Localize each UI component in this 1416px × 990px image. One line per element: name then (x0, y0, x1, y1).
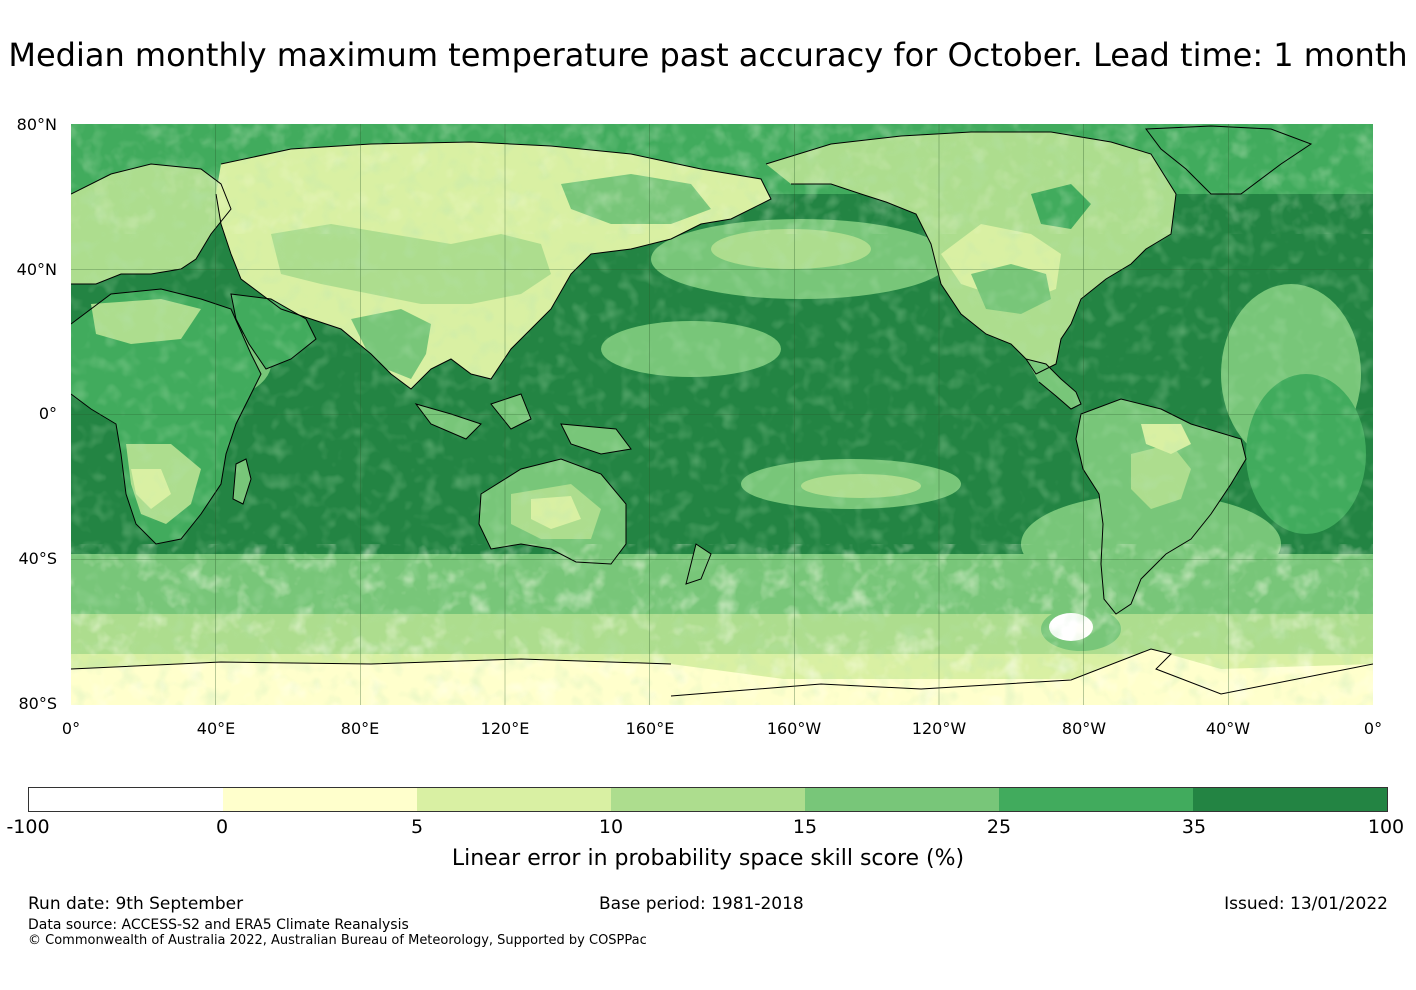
lat-label-40n: 40°N (16, 260, 57, 279)
colorbar-segment-35-100 (1193, 788, 1387, 811)
lon-label-40e: 40°E (196, 719, 236, 738)
lat-label-equator: 0° (38, 404, 57, 423)
colorbar-label: Linear error in probability space skill … (451, 846, 965, 871)
graticule (71, 124, 1373, 705)
lon-label-80e: 80°E (340, 719, 380, 738)
lon-label-80w: 80°W (1061, 719, 1107, 738)
colorbar-segment-15-25 (805, 788, 999, 811)
colorbar-segment-10-15 (611, 788, 805, 811)
map-title: Median monthly maximum temperature past … (8, 36, 1408, 74)
lon-label-120w: 120°W (911, 719, 967, 738)
coastlines (71, 125, 1373, 697)
colorbar-tick-label: 0 (215, 816, 229, 838)
lon-label-40w: 40°W (1205, 719, 1251, 738)
lon-label-0-right: 0° (1363, 719, 1383, 738)
lat-label-80n: 80°N (16, 115, 57, 134)
colorbar-segment-5-10 (417, 788, 611, 811)
map-canvas (71, 124, 1373, 705)
copyright-notice: © Commonwealth of Australia 2022, Austra… (28, 933, 647, 948)
colorbar (28, 787, 1388, 812)
colorbar-segment-25-35 (999, 788, 1193, 811)
lon-label-160w: 160°W (766, 719, 822, 738)
colorbar-tick-label: -100 (6, 816, 50, 838)
colorbar-segment-0-5 (223, 788, 417, 811)
skill-score-map (71, 124, 1373, 705)
issued-date: Issued: 13/01/2022 (1224, 894, 1388, 914)
lon-label-0-left: 0° (61, 719, 81, 738)
colorbar-tick-label: 100 (1367, 816, 1405, 838)
lon-label-160e: 160°E (625, 719, 675, 738)
colorbar-tick-label: 15 (792, 816, 818, 838)
lon-label-120e: 120°E (480, 719, 530, 738)
colorbar-tick-label: 25 (986, 816, 1012, 838)
colorbar-segment-negative (29, 788, 223, 811)
lat-label-80s: 80°S (18, 694, 57, 713)
colorbar-tick-label: 10 (598, 816, 624, 838)
base-period: Base period: 1981-2018 (599, 894, 804, 914)
lat-label-40s: 40°S (18, 549, 57, 568)
colorbar-tick-label: 35 (1181, 816, 1207, 838)
data-source: Data source: ACCESS-S2 and ERA5 Climate … (28, 917, 409, 933)
colorbar-tick-label: 5 (410, 816, 424, 838)
run-date: Run date: 9th September (28, 894, 244, 914)
